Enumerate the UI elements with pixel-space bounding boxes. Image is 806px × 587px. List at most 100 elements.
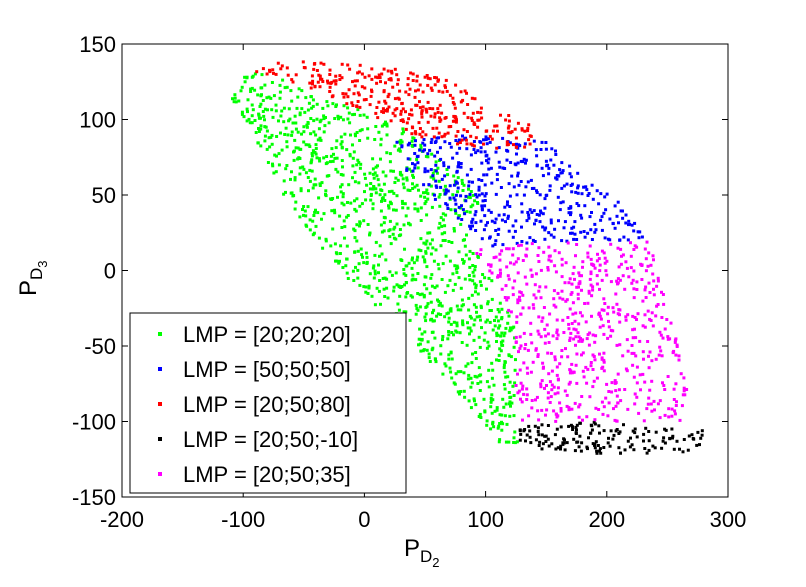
data-point (458, 392, 461, 396)
data-point (440, 135, 444, 139)
data-point (365, 260, 369, 264)
data-point (242, 115, 246, 119)
data-point (577, 415, 581, 419)
data-point (346, 201, 349, 204)
data-point (423, 330, 427, 334)
data-point (421, 255, 425, 259)
data-point (500, 249, 504, 253)
data-point (667, 407, 671, 411)
data-point (500, 218, 504, 222)
data-point (613, 418, 617, 422)
data-point (472, 121, 476, 125)
data-point (397, 284, 401, 288)
data-point (685, 388, 689, 391)
data-point (429, 184, 433, 188)
data-point (560, 161, 564, 165)
data-point (406, 188, 410, 192)
data-point (543, 327, 547, 331)
data-point (574, 254, 577, 258)
data-point (605, 259, 609, 263)
data-point (302, 130, 306, 134)
data-point (352, 150, 356, 154)
data-point (439, 344, 443, 348)
data-point (391, 111, 395, 115)
data-point (289, 89, 293, 93)
data-point (272, 94, 276, 98)
legend-label: LMP = [20;20;20] (183, 322, 351, 347)
data-point (556, 391, 560, 395)
data-point (573, 232, 577, 236)
data-point (294, 121, 298, 125)
data-point (599, 317, 603, 321)
data-point (438, 221, 442, 225)
data-point (682, 386, 686, 390)
data-point (302, 140, 306, 144)
data-point (351, 113, 355, 117)
data-point (464, 199, 468, 203)
data-point (605, 382, 609, 386)
data-point (589, 270, 593, 274)
data-point (624, 213, 628, 217)
data-point (334, 79, 338, 83)
data-point (657, 353, 661, 357)
data-point (487, 157, 491, 161)
data-point (495, 178, 499, 182)
data-point (461, 134, 464, 138)
data-point (681, 393, 685, 397)
data-point (445, 168, 449, 171)
data-point (388, 235, 392, 239)
data-point (474, 151, 478, 155)
data-point (493, 319, 496, 322)
data-point (644, 285, 648, 289)
data-point (569, 231, 572, 235)
data-point (471, 270, 475, 274)
y-tick-label: 100 (79, 108, 116, 133)
data-point (695, 443, 699, 447)
data-point (435, 76, 438, 80)
data-point (496, 274, 500, 278)
data-point (586, 367, 590, 371)
data-point (259, 144, 263, 148)
data-point (565, 404, 569, 408)
data-point (559, 201, 563, 205)
data-point (261, 110, 265, 113)
data-point (300, 89, 304, 93)
data-point (460, 204, 463, 208)
data-point (652, 258, 655, 262)
data-point (474, 351, 478, 354)
data-point (381, 107, 385, 111)
data-point (484, 138, 488, 142)
data-point (630, 281, 634, 285)
data-point (416, 255, 420, 259)
data-point (540, 433, 544, 437)
data-point (460, 138, 464, 142)
data-point (570, 231, 574, 235)
data-point (318, 136, 322, 140)
data-point (547, 254, 551, 258)
data-point (626, 407, 630, 411)
data-point (600, 278, 604, 282)
data-point (598, 287, 601, 291)
data-point (480, 207, 484, 211)
data-point (631, 278, 635, 282)
data-point (335, 103, 338, 107)
data-point (432, 308, 436, 312)
data-point (634, 336, 638, 340)
data-point (363, 176, 367, 180)
data-point (514, 136, 518, 140)
data-point (446, 189, 450, 193)
data-point (473, 374, 477, 378)
data-point (546, 268, 550, 272)
data-point (495, 331, 499, 335)
data-point (607, 319, 610, 323)
data-point (280, 109, 284, 113)
data-point (401, 182, 405, 186)
data-point (331, 159, 335, 163)
data-point (618, 343, 622, 347)
data-point (484, 135, 488, 139)
data-point (447, 357, 451, 361)
data-point (630, 344, 634, 347)
data-point (426, 192, 430, 196)
data-point (574, 432, 578, 435)
data-point (234, 100, 238, 104)
